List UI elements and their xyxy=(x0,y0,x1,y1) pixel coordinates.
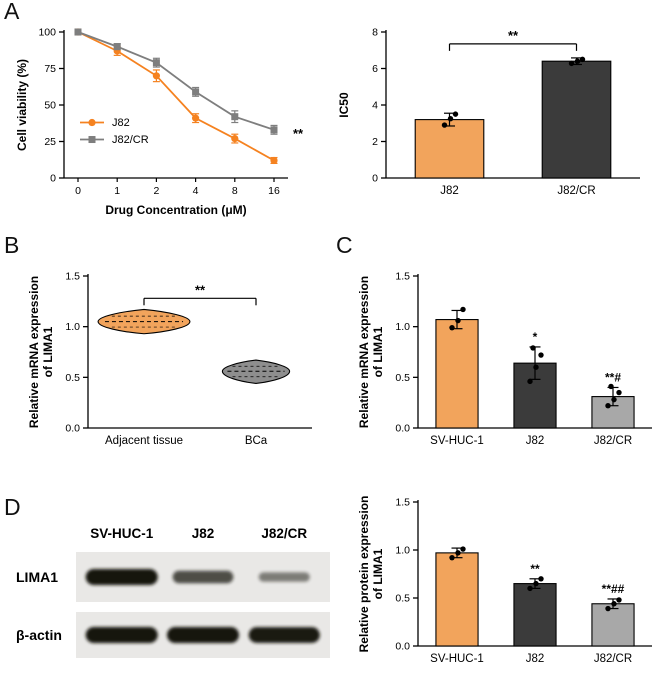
svg-text:of LIMA1: of LIMA1 xyxy=(371,326,385,377)
svg-text:50: 50 xyxy=(44,100,56,112)
svg-text:0.5: 0.5 xyxy=(65,372,80,384)
svg-text:1.0: 1.0 xyxy=(65,321,80,333)
svg-text:16: 16 xyxy=(268,185,280,197)
svg-text:of LIMA1: of LIMA1 xyxy=(371,548,385,599)
svg-text:Relative protein expression: Relative protein expression xyxy=(357,496,371,653)
svg-text:4: 4 xyxy=(193,185,199,197)
svg-text:1.0: 1.0 xyxy=(395,545,410,557)
svg-text:**##: **## xyxy=(602,582,625,596)
svg-text:SV-HUC-1: SV-HUC-1 xyxy=(90,526,154,541)
mrna-expression-bar-chart: 0.0 0.5 1.0 1.5 Relative mRNA expression of L… xyxy=(357,271,652,447)
svg-text:0.0: 0.0 xyxy=(65,423,80,435)
svg-text:J82/CR: J82/CR xyxy=(112,134,149,146)
svg-text:**: ** xyxy=(293,126,304,141)
svg-text:**: ** xyxy=(508,28,519,43)
svg-text:Adjacent tissue: Adjacent tissue xyxy=(105,435,183,447)
svg-text:2: 2 xyxy=(153,185,159,197)
svg-text:0.0: 0.0 xyxy=(395,641,410,653)
svg-text:0.5: 0.5 xyxy=(395,372,410,384)
svg-text:BCa: BCa xyxy=(245,435,268,447)
protein-expression-bar-chart: 0.0 0.5 1.0 1.5 Relative protein expression o… xyxy=(357,496,652,665)
svg-text:of LIMA1: of LIMA1 xyxy=(41,326,55,377)
svg-text:2: 2 xyxy=(372,136,378,148)
svg-text:SV-HUC-1: SV-HUC-1 xyxy=(430,435,484,447)
ic50-bar-chart: 0 2 4 6 8 IC50 J82 J82/CR ** xyxy=(337,27,640,197)
svg-text:J82/CR: J82/CR xyxy=(557,185,595,197)
svg-text:0: 0 xyxy=(75,185,81,197)
svg-text:8: 8 xyxy=(232,185,238,197)
svg-text:0.0: 0.0 xyxy=(395,423,410,435)
svg-text:β-actin: β-actin xyxy=(16,627,62,643)
svg-text:0: 0 xyxy=(372,173,378,185)
panel-d-label: D xyxy=(4,494,21,520)
svg-text:J82: J82 xyxy=(526,435,545,447)
svg-text:1.0: 1.0 xyxy=(395,321,410,333)
svg-text:LIMA1: LIMA1 xyxy=(16,569,58,585)
svg-text:J82: J82 xyxy=(192,526,215,541)
western-blot-image: SV-HUC-1 J82 J82/CR LIMA1 β-actin xyxy=(16,526,330,658)
svg-text:1: 1 xyxy=(114,185,120,197)
svg-text:J82: J82 xyxy=(112,117,130,129)
panel-c-label: C xyxy=(336,232,353,258)
svg-text:J82/CR: J82/CR xyxy=(594,653,632,665)
svg-text:1.5: 1.5 xyxy=(395,271,410,283)
svg-text:1.5: 1.5 xyxy=(395,497,410,509)
svg-text:J82: J82 xyxy=(440,185,459,197)
svg-text:Drug Concentration (μM): Drug Concentration (μM) xyxy=(105,203,246,217)
tissue-violin-plot: 0.0 0.5 1.0 1.5 Relative mRNA expression of L… xyxy=(27,271,312,447)
svg-text:1.5: 1.5 xyxy=(65,271,80,283)
svg-text:Relative mRNA expression: Relative mRNA expression xyxy=(357,276,371,428)
svg-text:8: 8 xyxy=(372,27,378,39)
panel-b-label: B xyxy=(4,232,20,258)
svg-text:J82/CR: J82/CR xyxy=(594,435,632,447)
cell-viability-line-chart: 0 25 50 75 100 Cell viability (%) 0 1 2 4 8 16 Drug … xyxy=(15,27,304,218)
svg-text:100: 100 xyxy=(38,27,56,39)
svg-text:0.5: 0.5 xyxy=(395,593,410,605)
svg-text:J82: J82 xyxy=(526,653,545,665)
panel-a-label: A xyxy=(4,0,20,24)
svg-text:Cell viability (%): Cell viability (%) xyxy=(15,59,29,151)
svg-text:**#: **# xyxy=(605,370,621,384)
svg-text:Relative mRNA expression: Relative mRNA expression xyxy=(27,276,41,428)
svg-text:6: 6 xyxy=(372,63,378,75)
svg-text:J82/CR: J82/CR xyxy=(261,526,307,541)
svg-text:25: 25 xyxy=(44,136,56,148)
svg-text:**: ** xyxy=(530,562,540,576)
svg-text:*: * xyxy=(533,330,538,344)
svg-text:SV-HUC-1: SV-HUC-1 xyxy=(430,653,484,665)
svg-text:75: 75 xyxy=(44,63,56,75)
svg-text:**: ** xyxy=(195,282,206,297)
svg-text:IC50: IC50 xyxy=(337,92,351,118)
svg-text:0: 0 xyxy=(50,173,56,185)
svg-text:4: 4 xyxy=(372,100,378,112)
